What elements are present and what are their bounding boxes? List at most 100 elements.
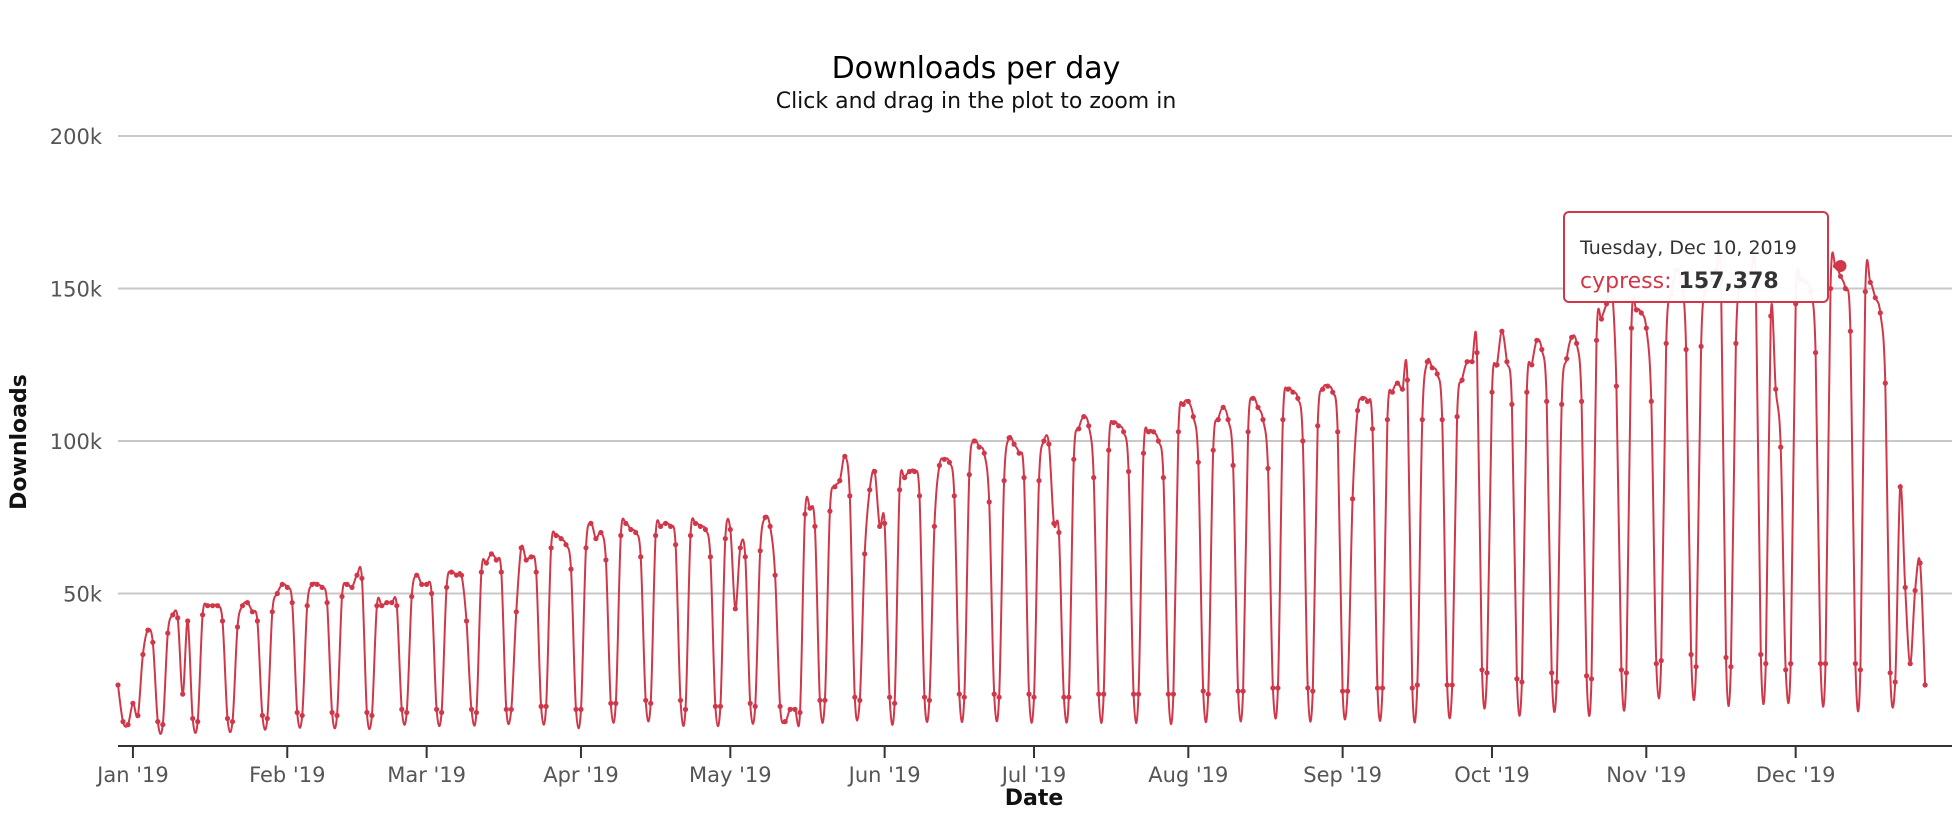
data-point[interactable] (603, 557, 608, 562)
data-point[interactable] (1863, 289, 1868, 294)
data-point[interactable] (235, 624, 240, 629)
data-point[interactable] (1012, 442, 1017, 447)
data-point[interactable] (912, 469, 917, 474)
data-point[interactable] (539, 704, 544, 709)
data-point[interactable] (339, 594, 344, 599)
data-point[interactable] (195, 719, 200, 724)
data-point[interactable] (145, 628, 150, 633)
data-point[interactable] (643, 698, 648, 703)
data-point[interactable] (832, 484, 837, 489)
data-point[interactable] (1320, 387, 1325, 392)
data-point[interactable] (1216, 417, 1221, 422)
data-point[interactable] (399, 707, 404, 712)
data-point[interactable] (414, 573, 419, 578)
data-point[interactable] (1858, 667, 1863, 672)
data-point[interactable] (1350, 496, 1355, 501)
data-point[interactable] (992, 692, 997, 697)
data-point[interactable] (763, 515, 768, 520)
data-point[interactable] (897, 487, 902, 492)
data-point[interactable] (1300, 438, 1305, 443)
data-point[interactable] (1539, 347, 1544, 352)
data-point[interactable] (952, 493, 957, 498)
data-point[interactable] (1196, 460, 1201, 465)
data-point[interactable] (434, 707, 439, 712)
data-point[interactable] (718, 704, 723, 709)
data-point[interactable] (1101, 692, 1106, 697)
data-point[interactable] (713, 704, 718, 709)
data-point[interactable] (573, 707, 578, 712)
data-point[interactable] (728, 527, 733, 532)
data-point[interactable] (1723, 655, 1728, 660)
data-point[interactable] (817, 698, 822, 703)
data-point[interactable] (200, 612, 205, 617)
data-point[interactable] (474, 710, 479, 715)
data-point[interactable] (678, 698, 683, 703)
data-point[interactable] (1923, 682, 1928, 687)
data-point[interactable] (1529, 362, 1534, 367)
data-point[interactable] (1644, 326, 1649, 331)
data-point[interactable] (1231, 463, 1236, 468)
data-point[interactable] (598, 530, 603, 535)
data-point[interactable] (797, 710, 802, 715)
data-point[interactable] (1913, 588, 1918, 593)
data-point[interactable] (1091, 475, 1096, 480)
data-point[interactable] (1206, 692, 1211, 697)
data-point[interactable] (1146, 429, 1151, 434)
data-point[interactable] (987, 499, 992, 504)
data-point[interactable] (578, 707, 583, 712)
data-point[interactable] (255, 618, 260, 623)
data-point[interactable] (1823, 661, 1828, 666)
data-point[interactable] (1594, 338, 1599, 343)
data-point[interactable] (882, 521, 887, 526)
data-point[interactable] (1455, 414, 1460, 419)
data-point[interactable] (1116, 423, 1121, 428)
data-point[interactable] (489, 551, 494, 556)
data-point[interactable] (947, 460, 952, 465)
data-point[interactable] (1096, 692, 1101, 697)
data-point[interactable] (409, 594, 414, 599)
data-point[interactable] (922, 695, 927, 700)
data-point[interactable] (822, 698, 827, 703)
data-point[interactable] (285, 585, 290, 590)
data-point[interactable] (1848, 329, 1853, 334)
data-point[interactable] (1624, 670, 1629, 675)
data-point[interactable] (1559, 402, 1564, 407)
data-point[interactable] (429, 591, 434, 596)
data-point[interactable] (887, 695, 892, 700)
data-point[interactable] (240, 603, 245, 608)
data-point[interactable] (1340, 689, 1345, 694)
data-point[interactable] (877, 524, 882, 529)
data-point[interactable] (1554, 679, 1559, 684)
data-point[interactable] (668, 524, 673, 529)
data-point[interactable] (1499, 329, 1504, 334)
data-point[interactable] (1255, 405, 1260, 410)
data-point[interactable] (1176, 429, 1181, 434)
data-point[interactable] (1280, 417, 1285, 422)
data-point[interactable] (1315, 423, 1320, 428)
data-point[interactable] (942, 457, 947, 462)
data-point[interactable] (1783, 667, 1788, 672)
data-point[interactable] (1420, 417, 1425, 422)
data-point[interactable] (330, 710, 335, 715)
data-point[interactable] (583, 545, 588, 550)
data-point[interactable] (768, 524, 773, 529)
data-point[interactable] (827, 509, 832, 514)
data-point[interactable] (1046, 442, 1051, 447)
data-point[interactable] (792, 707, 797, 712)
data-point[interactable] (977, 445, 982, 450)
data-point[interactable] (1370, 426, 1375, 431)
data-point[interactable] (862, 551, 867, 556)
data-point[interactable] (120, 719, 125, 724)
data-point[interactable] (1071, 457, 1076, 462)
data-point[interactable] (509, 707, 514, 712)
data-point[interactable] (1076, 426, 1081, 431)
data-point[interactable] (1574, 341, 1579, 346)
data-point[interactable] (1918, 560, 1923, 565)
data-point[interactable] (484, 560, 489, 565)
data-point[interactable] (1021, 475, 1026, 480)
data-point[interactable] (534, 570, 539, 575)
data-point[interactable] (653, 533, 658, 538)
data-point[interactable] (758, 548, 763, 553)
data-point[interactable] (494, 557, 499, 562)
plot-area[interactable] (115, 248, 1927, 734)
